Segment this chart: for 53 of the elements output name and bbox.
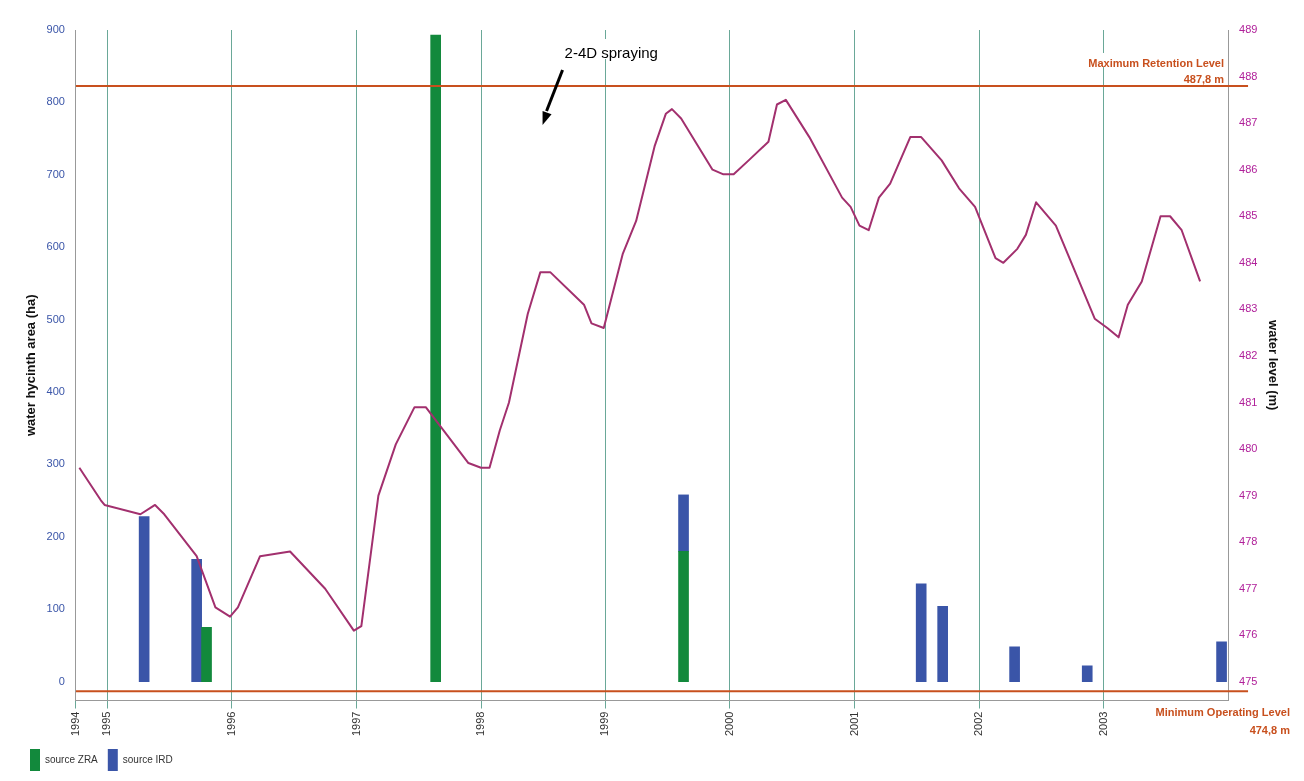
- annotation: 2-4D spraying: [564, 44, 658, 62]
- y2-tick-label: 479: [1239, 488, 1258, 501]
- legend-label: source ZRA: [45, 753, 99, 765]
- x-tick-label: 1995: [100, 711, 113, 737]
- y2-axis-title: water level (m): [1265, 319, 1281, 411]
- y-tick-label: 600: [46, 240, 65, 253]
- y2-tick-label: 476: [1239, 628, 1258, 641]
- y-tick-label: 300: [46, 457, 65, 470]
- y2-tick-label: 483: [1239, 302, 1258, 315]
- y2-tick-label: 489: [1239, 23, 1258, 36]
- y-tick-label: 700: [46, 167, 65, 180]
- x-tick-label: 1998: [474, 711, 487, 737]
- y2-tick-label: 475: [1239, 674, 1258, 687]
- y2-tick-label: 482: [1239, 348, 1258, 361]
- y-tick-label: 0: [58, 674, 65, 687]
- y2-tick-label: 485: [1239, 209, 1258, 222]
- y-axis-title: water hycinth area (ha): [23, 294, 39, 438]
- x-tick-label: 2000: [722, 711, 735, 737]
- bar: [678, 551, 689, 683]
- y2-tick-label: 478: [1239, 535, 1258, 548]
- x-tick-label: 1996: [224, 711, 237, 737]
- y-tick-label: 800: [46, 95, 65, 108]
- bar: [430, 34, 441, 683]
- bar: [201, 627, 212, 683]
- bar: [915, 583, 927, 683]
- bar: [191, 559, 202, 683]
- x-tick-label: 1997: [349, 711, 362, 737]
- legend-label: source IRD: [122, 753, 173, 765]
- x-tick-label: 1999: [598, 711, 611, 737]
- y-tick-label: 100: [46, 602, 65, 615]
- y-tick-label: 200: [46, 529, 65, 542]
- y2-tick-label: 480: [1239, 442, 1258, 455]
- bar: [138, 516, 150, 683]
- ref-line-label: Maximum Retention Level 487,8 m: [1088, 56, 1225, 85]
- y2-tick-label: 484: [1239, 255, 1258, 268]
- y-tick-label: 900: [46, 23, 65, 36]
- bar: [1216, 641, 1227, 683]
- x-tick-label: 1994: [68, 711, 81, 737]
- y2-tick-label: 488: [1239, 69, 1258, 82]
- y2-tick-label: 486: [1239, 162, 1258, 175]
- y-tick-label: 500: [46, 312, 65, 325]
- y2-tick-label: 487: [1239, 116, 1258, 129]
- bar: [937, 606, 948, 683]
- bar: [1009, 646, 1020, 683]
- ref-line-label: Minimum Operating Level 474,8 m: [1155, 706, 1291, 737]
- bar: [1081, 665, 1093, 683]
- bar: [678, 494, 689, 552]
- x-tick-label: 2002: [972, 711, 985, 737]
- y-tick-label: 400: [46, 385, 65, 398]
- x-tick-label: 2003: [1096, 711, 1109, 737]
- y2-tick-label: 477: [1239, 581, 1258, 594]
- x-tick-label: 2001: [847, 711, 860, 737]
- y2-tick-label: 481: [1239, 395, 1258, 408]
